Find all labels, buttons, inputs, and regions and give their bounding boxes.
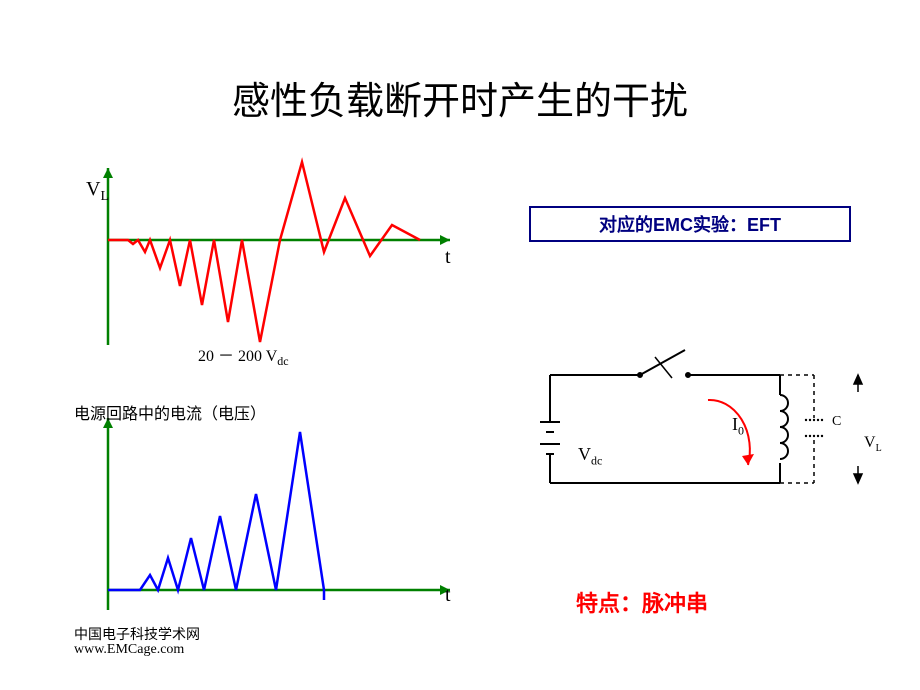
emc-experiment-box: 对应的EMC实验：EFT <box>529 206 851 242</box>
footer-org: 中国电子科技学术网 <box>74 624 200 644</box>
chart-1-waveform <box>108 162 420 342</box>
chart-1-ylabel: VL <box>86 178 109 205</box>
circuit-c-label: C <box>832 414 841 430</box>
circuit-vdc-label: Vdc <box>578 444 602 469</box>
chart-2-waveform <box>108 432 324 600</box>
circuit-vl-label: VL <box>864 434 882 454</box>
slide-title: 感性负载断开时产生的干扰 <box>0 70 920 125</box>
chart-1-xlabel: t <box>445 246 451 269</box>
chart-1-axes <box>103 168 450 345</box>
footer-url: www.EMCage.com <box>74 642 184 658</box>
chart-1-annotation: 20 － 200 Vdc <box>198 342 289 369</box>
chart-2-axes <box>103 418 450 610</box>
chart-2-caption: 电源回路中的电流（电压） <box>74 400 266 424</box>
feature-label: 特点：脉冲串 <box>576 586 708 618</box>
circuit-i0-label: I0 <box>732 414 744 439</box>
chart-2-xlabel: t <box>445 584 451 607</box>
